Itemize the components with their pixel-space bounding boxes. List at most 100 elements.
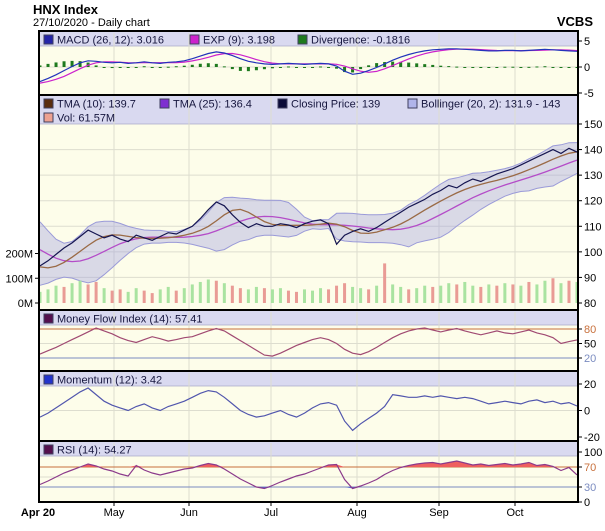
volume-bar	[535, 284, 539, 303]
rsi-line	[39, 460, 578, 490]
divergence-bar	[110, 67, 114, 69]
volume-bar	[447, 283, 451, 303]
volume-bar	[198, 281, 202, 303]
legend-item-label: EXP (9): 3.198	[203, 35, 275, 47]
divergence-bar	[270, 67, 274, 69]
legend-swatch	[43, 98, 54, 109]
divergence-bar	[415, 63, 419, 67]
y-tick-label: 5	[584, 36, 590, 48]
legend-item-label: RSI (14): 54.27	[57, 445, 132, 457]
divergence-bar	[327, 67, 331, 68]
divergence-bar	[519, 67, 523, 68]
chart-date-label: 27/10/2020 - Daily chart	[33, 17, 150, 29]
page-title: HNX Index	[33, 2, 99, 17]
volume-tick-label: 200M	[5, 249, 33, 261]
x-axis-label: May	[104, 507, 125, 519]
y-tick-label: 120	[584, 196, 602, 208]
y-tick-label: 20	[584, 379, 596, 391]
legend-item-label: MACD (26, 12): 3.016	[57, 35, 164, 47]
divergence-bar	[367, 65, 371, 67]
divergence-bar	[198, 63, 202, 67]
divergence-bar	[311, 67, 315, 68]
volume-bar	[455, 284, 459, 303]
divergence-bar	[343, 67, 347, 73]
volume-bar	[206, 279, 210, 303]
divergence-bar	[126, 67, 130, 68]
divergence-bar	[479, 67, 483, 68]
volume-bar	[375, 285, 379, 303]
divergence-bar	[359, 67, 363, 70]
divergence-bar	[407, 62, 411, 67]
y-tick-label: 0	[584, 62, 590, 74]
divergence-bar	[375, 63, 379, 67]
legend-bar	[40, 311, 577, 325]
volume-bar	[551, 278, 555, 303]
legend-bar	[40, 96, 577, 124]
volume-bar	[519, 285, 523, 303]
divergence-bar	[399, 61, 403, 67]
y-tick-label: 100	[584, 447, 602, 459]
divergence-bar	[206, 63, 210, 67]
divergence-bar	[254, 67, 258, 71]
divergence-bar	[158, 67, 162, 68]
legend-swatch	[407, 98, 418, 109]
x-axis-label: Oct	[506, 507, 523, 519]
divergence-bar	[246, 67, 250, 72]
legend-bar	[40, 442, 577, 456]
volume-bar	[335, 285, 339, 303]
divergence-bar	[102, 67, 106, 68]
divergence-bar	[447, 66, 451, 68]
volume-bar	[391, 284, 395, 303]
volume-bar	[463, 281, 467, 303]
divergence-bar	[455, 66, 459, 68]
threshold-fill	[40, 461, 577, 467]
volume-bar	[311, 290, 315, 303]
volume-bar	[174, 290, 178, 303]
volume-tick-label: 100M	[5, 273, 33, 285]
volume-bar	[399, 286, 403, 303]
volume-bar	[487, 284, 491, 303]
volume-bar	[319, 288, 323, 303]
volume-bar	[327, 289, 331, 303]
macd-line	[39, 48, 578, 83]
divergence-bar	[471, 67, 475, 68]
volume-bar	[351, 286, 355, 303]
divergence-bar	[511, 66, 515, 68]
volume-bar	[407, 289, 411, 303]
volume-bar	[142, 290, 146, 303]
volume-bar	[150, 293, 154, 303]
volume-bar	[423, 285, 427, 303]
divergence-bar	[391, 61, 395, 67]
y-tick-label: -5	[584, 88, 594, 100]
volume-bar	[278, 288, 282, 303]
divergence-bar	[222, 66, 226, 68]
volume-bar	[238, 288, 242, 303]
brand-label: VCBS	[556, 14, 593, 29]
legend-item-label: Momentum (12): 3.42	[57, 375, 162, 387]
divergence-bar	[54, 62, 58, 67]
legend-swatch	[159, 98, 170, 109]
divergence-bar	[535, 66, 539, 68]
x-axis-label: Sep	[429, 507, 449, 519]
volume-bar	[110, 290, 114, 303]
legend-swatch	[43, 444, 54, 455]
divergence-bar	[62, 61, 66, 67]
volume-bar	[302, 289, 306, 303]
volume-bar	[214, 280, 218, 303]
divergence-bar	[150, 67, 154, 68]
y-tick-label: 100	[584, 247, 602, 259]
divergence-bar	[118, 67, 122, 68]
volume-bar	[182, 288, 186, 303]
volume-bar	[270, 289, 274, 303]
legend-item-label: Vol: 61.57M	[57, 113, 115, 125]
volume-bar	[222, 283, 226, 303]
y-tick-label: 70	[584, 462, 596, 474]
legend-swatch	[189, 34, 200, 45]
legend-swatch	[277, 98, 288, 109]
legend-swatch	[297, 34, 308, 45]
divergence-bar	[351, 67, 355, 73]
divergence-bar	[335, 67, 339, 69]
divergence-bar	[166, 66, 170, 68]
y-tick-label: 110	[584, 221, 602, 233]
x-axis-label: Apr 20	[21, 507, 55, 519]
